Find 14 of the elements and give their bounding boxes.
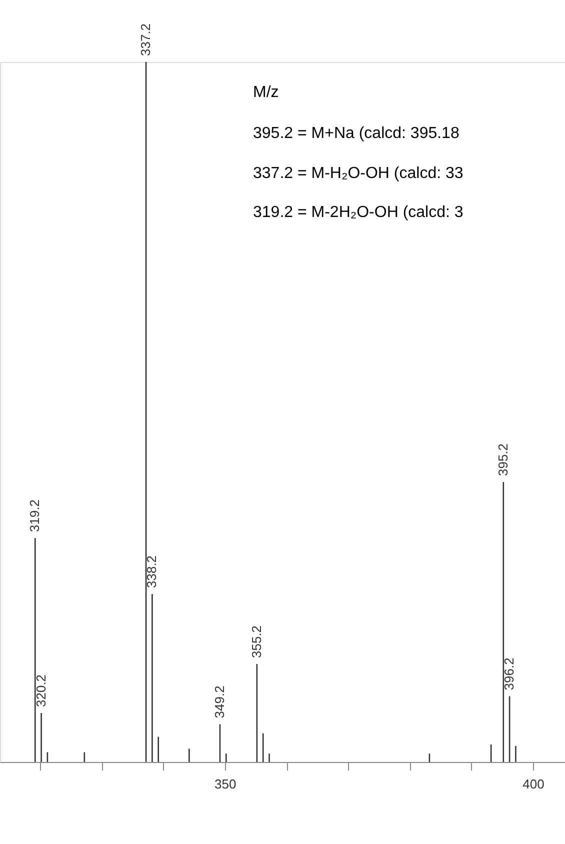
annotation: 337.2 = M-H₂O-OH (calcd: 33 xyxy=(253,165,464,182)
x-tick-label: 400 xyxy=(522,776,544,792)
annotation: M/z xyxy=(253,84,279,101)
annotation: 395.2 = M+Na (calcd: 395.18 xyxy=(253,125,460,142)
annotation: 395.2 xyxy=(495,443,510,476)
annotation: 320.2 xyxy=(33,674,48,707)
x-tick-label: 350 xyxy=(214,776,236,792)
annotation: 355.2 xyxy=(248,625,264,658)
annotation: 319.2 = M-2H₂O-OH (calcd: 3 xyxy=(253,204,464,221)
annotation: 349.2 xyxy=(212,686,227,718)
annotation: 319.2 xyxy=(27,499,42,532)
annotation: 338.2 xyxy=(144,555,160,588)
annotation: 337.2 xyxy=(138,23,154,56)
annotation: 396.2 xyxy=(502,658,517,690)
